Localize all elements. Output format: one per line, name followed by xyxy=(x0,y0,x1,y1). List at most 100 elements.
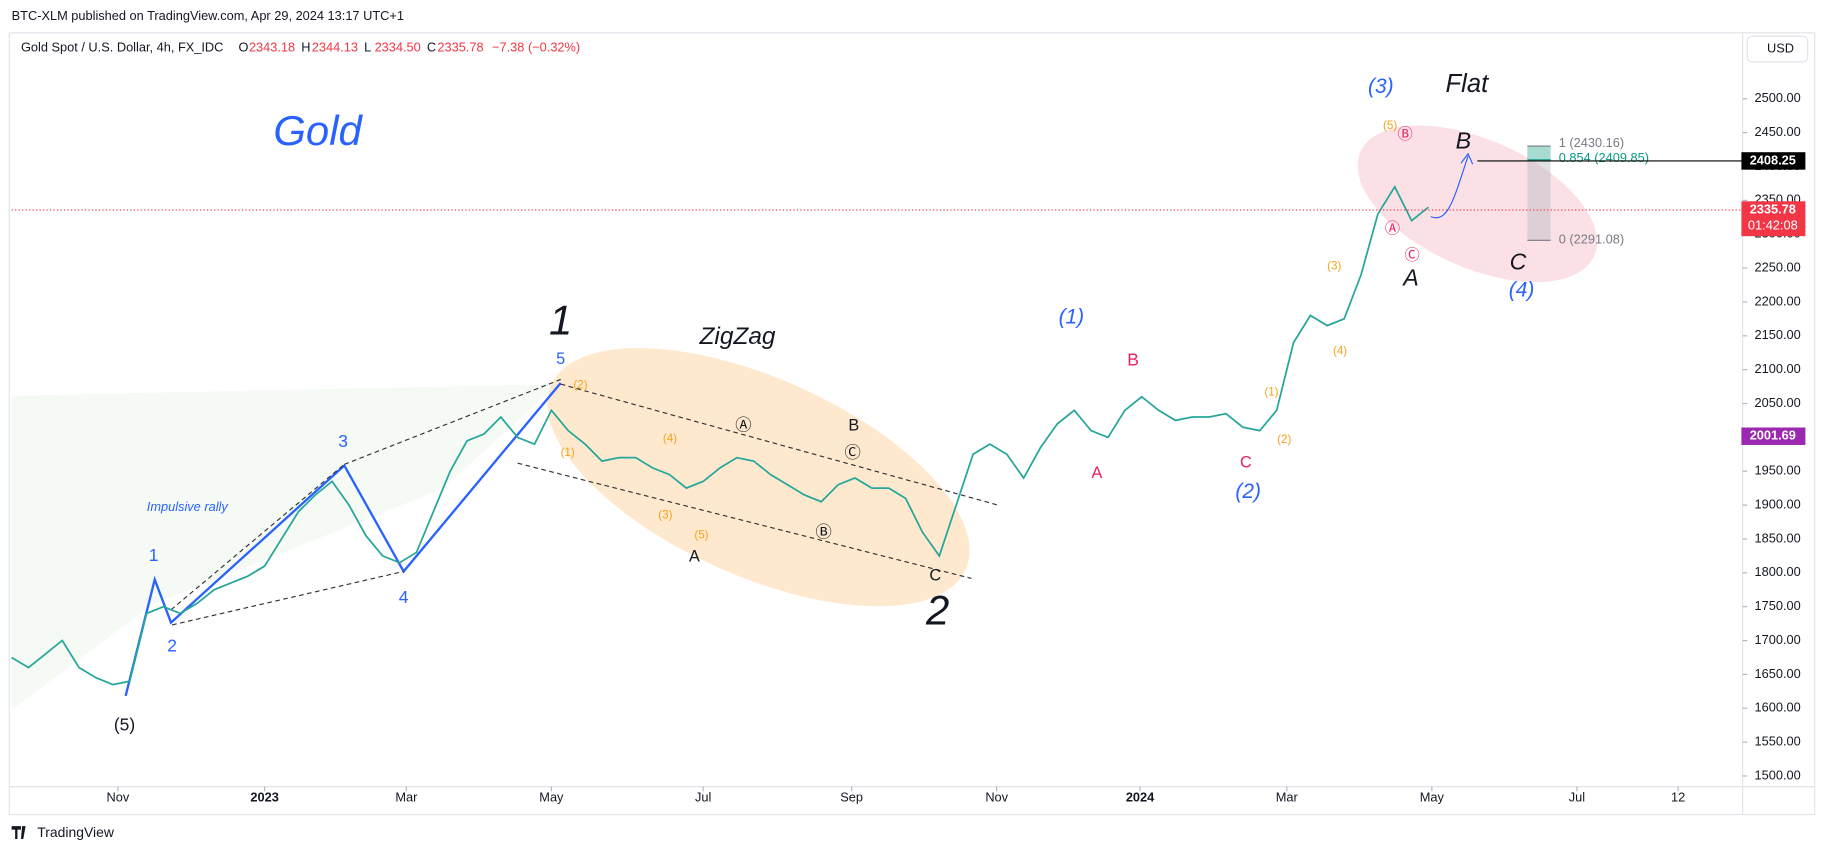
impulse-wave xyxy=(124,382,562,697)
y-tick-label: 1600.00 xyxy=(1755,700,1801,715)
fib-label: 0.854 (2409.85) xyxy=(1559,150,1649,165)
wave-label: 2 xyxy=(925,586,949,633)
wave-label: (1) xyxy=(1059,305,1085,328)
wave-label: A xyxy=(1092,464,1103,482)
channel-line xyxy=(170,463,345,611)
y-tick-label: 2050.00 xyxy=(1755,395,1801,410)
y-tick-label: 2150.00 xyxy=(1755,327,1801,342)
x-tick-label: 2023 xyxy=(250,790,278,805)
ohlc-key: C xyxy=(427,39,436,54)
wave-label: (4) xyxy=(1509,279,1535,302)
wave-label: Ⓑ xyxy=(815,523,831,541)
x-tick-label: Mar xyxy=(1276,790,1299,805)
y-tick-label: 2100.00 xyxy=(1755,361,1801,376)
y-tick-label: 1650.00 xyxy=(1755,666,1801,681)
wave-label: Ⓑ xyxy=(1398,126,1413,143)
change: −7.38 (−0.32%) xyxy=(492,39,580,54)
wave-label: Flat xyxy=(1446,70,1490,98)
channel-line xyxy=(172,570,404,626)
ohlc-value: 2335.78 xyxy=(437,39,483,54)
y-tick-label: 2200.00 xyxy=(1755,293,1801,308)
wave-label: (4) xyxy=(1333,345,1347,358)
wave-label: (2) xyxy=(1235,480,1261,503)
x-tick-label: May xyxy=(539,790,564,805)
price-tag xyxy=(1741,201,1806,237)
wave-label: C xyxy=(1240,454,1252,472)
wave-label: Ⓐ xyxy=(735,416,751,434)
wave-label: B xyxy=(1127,349,1139,369)
y-tick-label: 1750.00 xyxy=(1755,598,1801,613)
x-tick-label: 2024 xyxy=(1126,790,1155,805)
wave-label: 4 xyxy=(399,587,409,607)
x-tick-label: May xyxy=(1420,790,1445,805)
ohlc-key: L xyxy=(364,39,371,54)
wave-label: A xyxy=(1401,265,1419,291)
y-tick-label: 2500.00 xyxy=(1755,90,1801,105)
fib-label: 0 (2291.08) xyxy=(1559,232,1624,247)
x-tick-label: Nov xyxy=(985,790,1008,805)
ohlc-key: O xyxy=(238,39,248,54)
price-line xyxy=(11,185,1430,686)
projection-arrow xyxy=(1430,155,1469,219)
wave-label: (5) xyxy=(1383,119,1397,132)
fib-label: 1 (2430.16) xyxy=(1559,135,1624,150)
currency-button[interactable] xyxy=(1746,35,1809,63)
ohlc: O 2343.18 H 2344.13 L 2334.50 C 2335.78 −7.38 (−… xyxy=(238,39,580,54)
ohlc-key: H xyxy=(301,39,310,54)
countdown: 01:42:08 xyxy=(1748,218,1798,233)
currency[interactable]: USD xyxy=(1767,40,1794,55)
logo xyxy=(11,826,26,839)
x-tick-label: 12 xyxy=(1671,790,1685,805)
wave-label: 2 xyxy=(167,636,177,656)
wave-label: Gold xyxy=(273,107,363,154)
x-tick-label: Mar xyxy=(395,790,418,805)
y-tick-label: 1700.00 xyxy=(1755,632,1801,647)
wave-label: 5 xyxy=(556,350,565,368)
price-tag-label: 2001.69 xyxy=(1750,428,1796,443)
y-tick-label: 1500.00 xyxy=(1755,767,1801,782)
price-tag-label: 2408.25 xyxy=(1750,152,1796,167)
y-tick-label: 2250.00 xyxy=(1755,259,1801,274)
wave-label: ZigZag xyxy=(699,323,776,350)
wave-label: B xyxy=(1456,127,1472,153)
wave-label: B xyxy=(848,416,859,434)
wave-label: C xyxy=(1510,248,1527,274)
x-tick-label: Sep xyxy=(840,790,863,805)
y-tick-label: 1550.00 xyxy=(1755,733,1801,748)
ohlc-value: 2344.13 xyxy=(312,39,358,54)
ohlc-value: 2334.50 xyxy=(375,39,421,54)
wave-label: (1) xyxy=(1264,385,1278,398)
channel-line xyxy=(560,383,999,506)
wave-label: (2) xyxy=(1277,433,1291,446)
wave-label: (2) xyxy=(573,378,587,391)
wave-label: A xyxy=(689,548,700,566)
plot: 1500.00 1550.00 1600.00 1650.00 1700.00 1750.… xyxy=(11,70,1806,805)
x-tick-label: Jul xyxy=(1569,790,1585,805)
channel-line xyxy=(344,378,561,465)
fib-zone xyxy=(1527,159,1551,241)
wave-label: (3) xyxy=(1327,260,1341,273)
price-tag xyxy=(1741,152,1806,170)
zigzag-ellipse xyxy=(547,348,970,607)
wave-label: Impulsive rally xyxy=(147,499,230,514)
wave-label: (3) xyxy=(1368,75,1394,98)
fib-zone xyxy=(1527,146,1551,160)
wave-label: (1) xyxy=(561,446,575,459)
wave-label: 3 xyxy=(338,431,348,451)
price-tag xyxy=(1741,427,1806,445)
wave-label: Ⓒ xyxy=(845,444,861,462)
price-tag-label: 2335.78 xyxy=(1750,201,1796,216)
x-tick-label: Jul xyxy=(695,790,711,805)
y-tick-label: 1850.00 xyxy=(1755,530,1801,545)
wave-label: (3) xyxy=(658,509,672,522)
x-tick-label: Nov xyxy=(107,790,130,805)
wave-label: 1 xyxy=(549,297,572,344)
wave-label: 1 xyxy=(149,545,159,565)
wave-label: (5) xyxy=(694,528,708,541)
arrow-head xyxy=(1460,152,1474,165)
flat-ellipse xyxy=(1357,125,1598,283)
rally-shade xyxy=(11,384,559,710)
